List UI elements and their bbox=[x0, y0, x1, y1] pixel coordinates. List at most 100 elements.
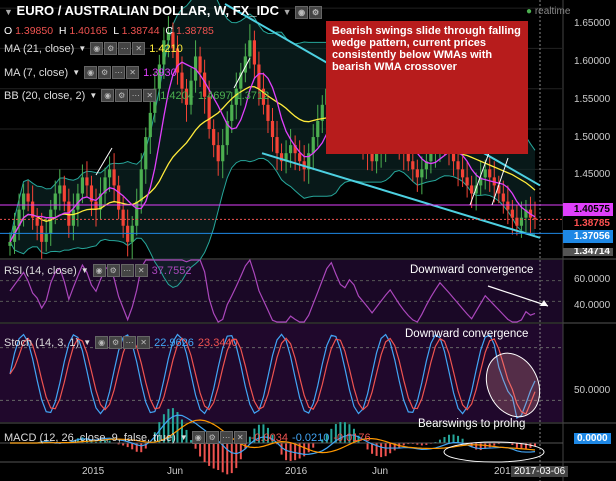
candle-body bbox=[497, 185, 501, 194]
candle-body bbox=[420, 169, 424, 178]
candle-body bbox=[451, 153, 456, 162]
bollinger-lower bbox=[9, 157, 536, 288]
chevron-down-icon[interactable]: ▼ bbox=[282, 7, 292, 17]
macd-buttons: ◉ ⚙ ⋯ ✕ bbox=[191, 431, 247, 444]
candle-body bbox=[144, 137, 148, 170]
eye-icon[interactable]: ◉ bbox=[101, 89, 115, 102]
ohlc-key: H bbox=[58, 25, 67, 37]
more-icon[interactable]: ⋯ bbox=[120, 264, 134, 277]
candle-body bbox=[212, 129, 216, 146]
settings-icon[interactable]: ⚙ bbox=[309, 6, 323, 19]
candle-body bbox=[506, 201, 510, 210]
candle-body bbox=[316, 120, 320, 138]
swing-arrow bbox=[233, 57, 251, 89]
chevron-down-icon[interactable]: ▼ bbox=[83, 338, 92, 347]
candle-body bbox=[225, 120, 229, 146]
more-icon[interactable]: ⋯ bbox=[118, 42, 132, 55]
candle-body bbox=[112, 169, 116, 186]
candle-body bbox=[135, 201, 139, 226]
close-icon[interactable]: ✕ bbox=[134, 264, 148, 277]
bb-value-3: 1.3712 bbox=[235, 89, 270, 102]
candle-body bbox=[53, 193, 57, 210]
candle-body bbox=[488, 169, 492, 178]
rsi-label: RSI (14, close) bbox=[4, 264, 77, 277]
close-icon[interactable]: ✕ bbox=[233, 431, 247, 444]
candle-body bbox=[524, 209, 528, 218]
macd-value-2: -0.0210 bbox=[292, 431, 330, 444]
candle-body bbox=[21, 193, 26, 210]
chart-title[interactable]: EURO / AUSTRALIAN DOLLAR, W, FX_IDC bbox=[16, 3, 279, 18]
chevron-down-icon[interactable]: ▼ bbox=[80, 266, 89, 275]
candle-body bbox=[298, 153, 302, 162]
candle-body bbox=[175, 48, 180, 73]
stoch-label: Stoch (14, 3, 1) bbox=[4, 336, 80, 349]
candle-body bbox=[203, 72, 207, 97]
eye-icon[interactable]: ◉ bbox=[95, 336, 109, 349]
ohlc-key: L bbox=[113, 25, 119, 37]
rsi-buttons: ◉ ⚙ ⋯ ✕ bbox=[92, 264, 148, 277]
candle-body bbox=[162, 40, 166, 65]
ma7-legend[interactable]: MA (7, close) ▼ ◉ ⚙ ⋯ ✕ 1.3930 bbox=[4, 66, 177, 79]
bb-legend[interactable]: BB (20, close, 2) ▼ ◉ ⚙ ⋯ ✕ 1.4204 1.4697 1… bbox=[4, 89, 269, 102]
more-icon[interactable]: ⋯ bbox=[123, 336, 137, 349]
bb-value-2: 1.4697 bbox=[197, 89, 232, 102]
chevron-down-icon[interactable]: ▼ bbox=[78, 44, 87, 53]
candle-body bbox=[460, 169, 465, 178]
macd-line bbox=[10, 414, 536, 455]
rsi-arrow-line bbox=[487, 285, 549, 307]
eye-icon[interactable]: ◉ bbox=[90, 42, 104, 55]
candle-body bbox=[406, 153, 410, 162]
swing-arrow bbox=[95, 147, 113, 176]
price-level-lines bbox=[0, 204, 563, 234]
settings-icon[interactable]: ⚙ bbox=[205, 431, 219, 444]
candle-body bbox=[117, 185, 121, 210]
price-label-ma7: 1.40575 bbox=[563, 203, 613, 216]
rsi-arrow-head bbox=[540, 300, 548, 306]
stoch-plot bbox=[0, 333, 563, 419]
rsi-line bbox=[9, 258, 536, 323]
chevron-down-icon[interactable]: ▼ bbox=[4, 7, 13, 17]
rsi-legend[interactable]: RSI (14, close) ▼ ◉ ⚙ ⋯ ✕ 37.7552 bbox=[4, 264, 191, 277]
candle-body bbox=[456, 161, 460, 170]
candle-body bbox=[429, 153, 433, 162]
stoch-legend[interactable]: Stoch (14, 3, 1) ▼ ◉ ⚙ ⋯ ✕ 22.9626 23.3440 bbox=[4, 336, 238, 349]
ma21-legend[interactable]: MA (21, close) ▼ ◉ ⚙ ⋯ ✕ 1.4210 bbox=[4, 42, 183, 55]
settings-icon[interactable]: ⚙ bbox=[98, 66, 112, 79]
close-icon[interactable]: ✕ bbox=[137, 336, 151, 349]
chevron-down-icon[interactable]: ▼ bbox=[179, 433, 188, 442]
stoch-d-line bbox=[9, 337, 536, 415]
close-icon[interactable]: ✕ bbox=[132, 42, 146, 55]
candle-body bbox=[184, 88, 189, 105]
settings-icon[interactable]: ⚙ bbox=[109, 336, 123, 349]
more-icon[interactable]: ⋯ bbox=[219, 431, 233, 444]
more-icon[interactable]: ⋯ bbox=[112, 66, 126, 79]
ohlc-value: 1.38744 bbox=[121, 25, 160, 37]
macd-zero-label: 0.0000 bbox=[574, 433, 611, 444]
candle-body bbox=[374, 153, 379, 162]
macd-legend[interactable]: MACD (12, 26, close, 9, false, true) ▼ ◉… bbox=[4, 431, 371, 444]
candle-body bbox=[80, 177, 85, 194]
eye-icon[interactable]: ◉ bbox=[92, 264, 106, 277]
close-icon[interactable]: ✕ bbox=[126, 66, 140, 79]
candle-body bbox=[465, 177, 469, 186]
settings-icon[interactable]: ⚙ bbox=[115, 89, 129, 102]
x-tick-current-date: 2017-03-06 bbox=[511, 466, 569, 477]
rsi-note: Downward convergence bbox=[410, 264, 534, 276]
candle-body bbox=[98, 193, 103, 210]
candle-body bbox=[415, 169, 419, 178]
settings-icon[interactable]: ⚙ bbox=[106, 264, 120, 277]
settings-icon[interactable]: ⚙ bbox=[104, 42, 118, 55]
eye-icon[interactable]: ◉ bbox=[84, 66, 98, 79]
chevron-down-icon[interactable]: ▼ bbox=[89, 91, 98, 100]
eye-icon[interactable]: ◉ bbox=[191, 431, 205, 444]
candle-body bbox=[180, 72, 184, 89]
ma21-value: 1.4210 bbox=[149, 42, 183, 55]
ma21-buttons: ◉ ⚙ ⋯ ✕ bbox=[90, 42, 146, 55]
candle-body bbox=[207, 96, 211, 129]
candle-body bbox=[230, 104, 234, 121]
candle-body bbox=[171, 32, 175, 49]
close-icon[interactable]: ✕ bbox=[143, 89, 157, 102]
eye-icon[interactable]: ◉ bbox=[295, 6, 309, 19]
chevron-down-icon[interactable]: ▼ bbox=[72, 68, 81, 77]
more-icon[interactable]: ⋯ bbox=[129, 89, 143, 102]
